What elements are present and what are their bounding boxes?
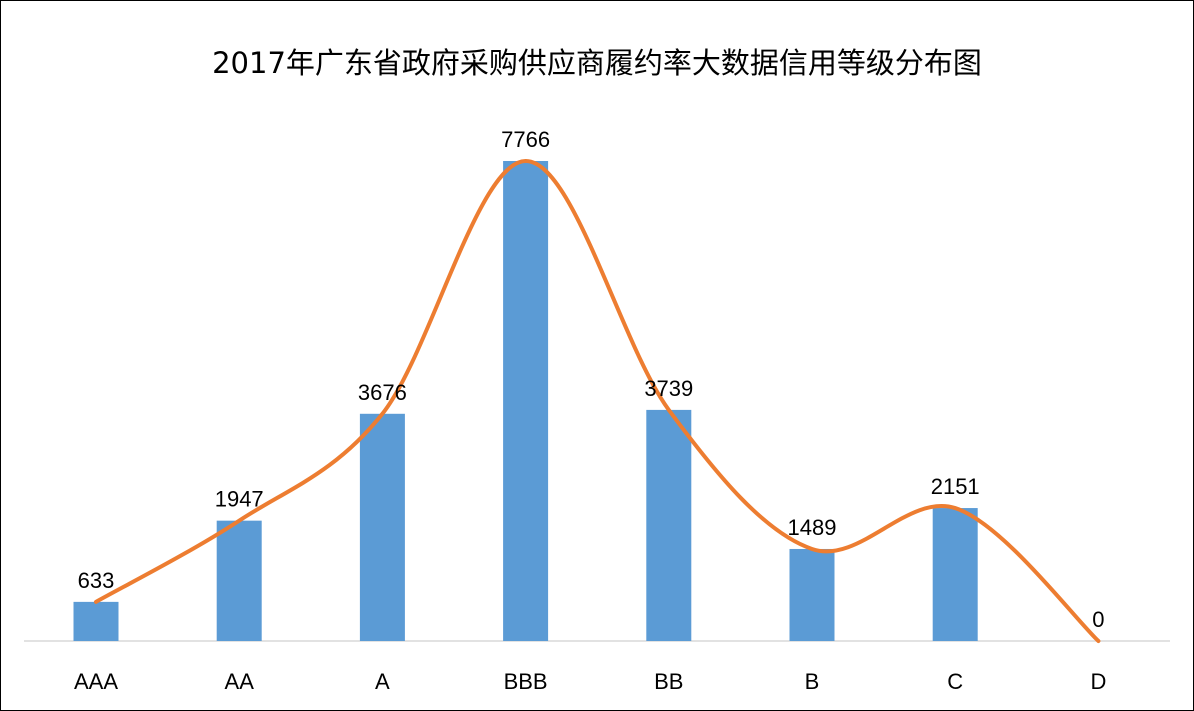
bar-c (932, 508, 978, 641)
x-tick-label-aa: AA (225, 669, 255, 694)
x-tick-label-d: D (1090, 669, 1106, 694)
data-label-bbb: 7766 (501, 127, 550, 152)
x-tick-label-aaa: AAA (74, 669, 118, 694)
bar-aa (216, 520, 262, 641)
bar-a (359, 413, 405, 641)
x-tick-label-bbb: BBB (504, 669, 548, 694)
data-label-aa: 1947 (215, 487, 264, 512)
data-label-b: 1489 (788, 515, 837, 540)
data-label-bb: 3739 (644, 376, 693, 401)
trend-line (94, 158, 1101, 643)
data-label-a: 3676 (358, 380, 407, 405)
bar-b (789, 548, 835, 641)
chart-title: 2017年广东省政府采购供应商履约率大数据信用等级分布图 (212, 46, 982, 80)
x-tick-label-a: A (375, 669, 390, 694)
bar-bbb (503, 161, 549, 641)
x-tick-label-bb: BB (654, 669, 683, 694)
bar-bb (646, 409, 692, 641)
x-tick-label-c: C (947, 669, 963, 694)
data-label-d: 0 (1092, 607, 1104, 632)
data-label-aaa: 633 (78, 568, 115, 593)
data-label-c: 2151 (931, 474, 980, 499)
x-tick-label-b: B (805, 669, 820, 694)
bar-aaa (73, 601, 119, 641)
